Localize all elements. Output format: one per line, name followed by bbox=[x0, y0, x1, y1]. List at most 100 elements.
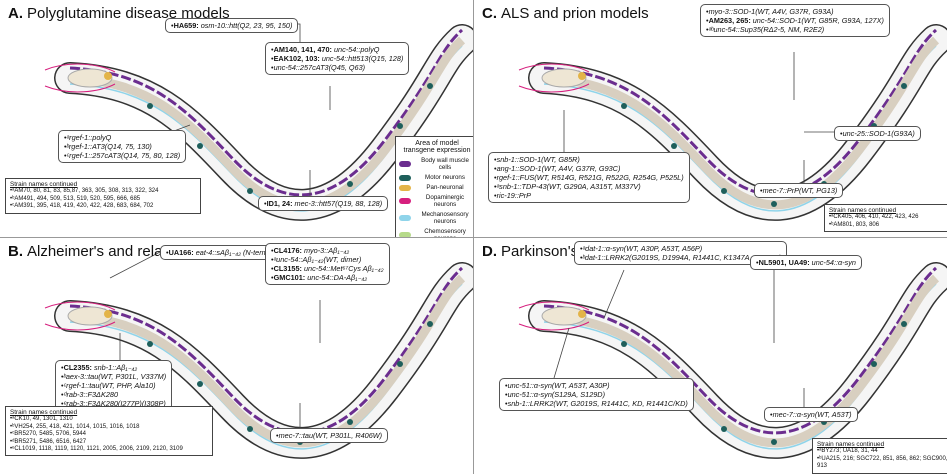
construct: ᵃrgef-1::polyQ bbox=[66, 133, 112, 142]
panel-title: C. ALS and prion models bbox=[482, 5, 649, 22]
model-label: ᵃdat-1::α-syn(WT, A30P, A53T, A56P)ᵇdat-… bbox=[574, 241, 788, 265]
strain-name: AM140, 141, 470: bbox=[273, 45, 332, 54]
legend-item: Body wall muscle cells bbox=[399, 157, 473, 171]
strain-name: GMC101: bbox=[273, 273, 306, 282]
model-label: mec-7::PrP(WT, PG13) bbox=[754, 183, 844, 198]
legend-title: Area of model transgene expression bbox=[403, 140, 471, 154]
model-label: ᵃrgef-1::polyQᵇrgef-1::AT3(Q14, 75, 130)… bbox=[58, 130, 187, 163]
panel: B.Alzheimer's and related tauopathy mode… bbox=[0, 238, 473, 475]
construct: ang-1::SOD-1(WT, A4V, G37R, G93C) bbox=[496, 164, 621, 173]
model-line: AM263, 265:unc-54::SOD-1(WT, G85R, G93A,… bbox=[706, 16, 884, 25]
motor-neuron bbox=[247, 426, 253, 432]
strain-line: ᵉCL1019, 1118, 1119, 1120, 1121, 2005, 2… bbox=[10, 446, 208, 453]
model-label: unc-25::SOD-1(G93A) bbox=[834, 126, 921, 141]
construct: ᵉrab-3::F3ΔK280(I277P)(I308P) bbox=[63, 399, 166, 408]
ring bbox=[578, 310, 586, 318]
model-line: AM140, 141, 470:unc-54::polyQ bbox=[271, 45, 403, 54]
muscle bbox=[69, 28, 464, 197]
legend-swatch bbox=[399, 161, 411, 167]
panel-letter: D. bbox=[482, 243, 497, 260]
legend-swatch bbox=[399, 184, 411, 191]
strain-name: CL4176: bbox=[273, 246, 302, 255]
construct: ᵃsnb-1::TDP-43(WT, G290A, A315T, M337V) bbox=[496, 182, 641, 191]
strain-name: HA659: bbox=[173, 21, 199, 30]
panel-letter: C. bbox=[482, 5, 497, 22]
pharynx bbox=[541, 68, 587, 88]
strain-line: ᵃCK10, 49, 1301, 1310 bbox=[10, 416, 208, 423]
construct: unc-51::α-syn(S129A, S129D) bbox=[507, 390, 606, 399]
panel: A.Polyglutamine disease modelsHA659:osm-… bbox=[0, 0, 473, 237]
legend-item: Dopaminergic neurons bbox=[399, 194, 473, 208]
strain-line: ᶜAM391, 395, 418, 419, 420, 422, 428, 68… bbox=[10, 203, 196, 210]
construct: ᵈrab-3::F3ΔK280 bbox=[63, 390, 118, 399]
motor-neuron bbox=[671, 143, 677, 149]
model-line: ᶜrgef-1::tau(WT, PHP, Ala10) bbox=[61, 381, 166, 390]
model-line: ᶜrgef-1::257cAT3(Q14, 75, 80, 128) bbox=[64, 151, 181, 160]
motor-neuron bbox=[347, 181, 353, 187]
panel-title-text: Polyglutamine disease models bbox=[27, 5, 230, 22]
model-label: AM140, 141, 470:unc-54::polyQEAK102, 103… bbox=[265, 42, 410, 75]
strain-line: ᵃBY273; UA18, 31, 44 bbox=[817, 448, 947, 455]
model-line: mec-7::PrP(WT, PG13) bbox=[760, 186, 838, 195]
model-line: ᵇaex-3::tau(WT, P301L, V337M) bbox=[61, 372, 167, 381]
legend-label: Mechanosensory neurons bbox=[421, 211, 469, 225]
panel: C.ALS and prion models myo-3::SOD-1(WT, A… bbox=[474, 0, 947, 237]
construct: mec-7::α-syn(WT, A53T) bbox=[772, 410, 852, 419]
strain-line: ᵃAM70, 80, 81, 83, 85,87, 363, 305, 308,… bbox=[10, 188, 196, 195]
construct: unc-54::SOD-1(WT, G85R, G93A, 127X) bbox=[752, 16, 884, 25]
construct: ᵇdat-1::LRRK2(G2019S, D1994A, R1441C, K1… bbox=[582, 253, 782, 262]
motor-neuron bbox=[427, 321, 433, 327]
construct: unc-54::α-syn bbox=[811, 258, 856, 267]
strain-box-title: Strain names continued bbox=[817, 441, 885, 448]
head-neurons bbox=[518, 63, 590, 93]
legend-label: Body wall muscle cells bbox=[421, 157, 469, 171]
leader-line bbox=[553, 327, 570, 379]
motor-neuron bbox=[871, 361, 877, 367]
model-line: ᵉrab-3::F3ΔK280(I277P)(I308P) bbox=[61, 399, 166, 408]
model-line: GMC101:unc-54::DA-Aβ₁₋₄₂ bbox=[271, 273, 384, 282]
legend-swatch bbox=[399, 215, 411, 221]
construct: unc-51::α-syn(WT, A53T, A30P) bbox=[507, 381, 610, 390]
motor-neuron bbox=[197, 381, 203, 387]
model-line: ᵃsnb-1::TDP-43(WT, G290A, A315T, M337V) bbox=[494, 182, 684, 191]
construct: ᵃᵇunc-54::Sup35(RΔ2-5, NM, R2E2) bbox=[708, 25, 825, 34]
head-neurons bbox=[44, 301, 116, 331]
model-line: unc-51::α-syn(WT, A53T, A30P) bbox=[505, 381, 688, 390]
construct: mec-7::tau(WT, P301L, R406W) bbox=[278, 431, 383, 440]
model-label: UA166:eat-4::sAβ₁₋₄₂ (N-term) bbox=[160, 245, 277, 260]
construct: myo-3::Aβ₁₋₄₂ bbox=[303, 246, 350, 255]
panel: D.Parkinson's disease modelsᵃdat-1::α-sy… bbox=[474, 238, 947, 475]
legend-label: Pan-neuronal bbox=[426, 184, 464, 191]
motor-neuron bbox=[621, 103, 627, 109]
motor-neuron bbox=[397, 123, 403, 129]
strain-box: Strain names continuedᵃCK10, 49, 1301, 1… bbox=[5, 406, 213, 457]
legend-label: Chemosensory neurons bbox=[424, 228, 466, 237]
strain-box: Strain names continuedᵃAM70, 80, 81, 83,… bbox=[5, 178, 201, 214]
model-label: ID1, 24:mec-3::htt57(Q19, 88, 128) bbox=[258, 196, 389, 211]
strain-box: Strain names continuedᵃBY273; UA18, 31, … bbox=[812, 438, 947, 474]
motor-neuron bbox=[147, 103, 153, 109]
construct: myo-3::SOD-1(WT, A4V, G37R, G93A) bbox=[708, 7, 834, 16]
legend-swatch bbox=[399, 232, 411, 237]
legend-label: Dopaminergic neurons bbox=[425, 194, 465, 208]
construct: ᶜrgef-1::257cAT3(Q14, 75, 80, 128) bbox=[66, 151, 181, 160]
model-line: HA659:osm-10::htt(Q2, 23, 95, 150) bbox=[171, 21, 293, 30]
model-line: ᵇdat-1::LRRK2(G2019S, D1994A, R1441C, K1… bbox=[580, 253, 782, 262]
strain-box-title: Strain names continued bbox=[829, 207, 897, 214]
panel-letter: B. bbox=[8, 243, 23, 260]
model-line: unc-54::257cAT3(Q45, Q63) bbox=[271, 63, 403, 72]
construct: unc-54::DA-Aβ₁₋₄₂ bbox=[307, 273, 368, 282]
strain-name: NL5901, UA49: bbox=[758, 258, 810, 267]
ring bbox=[578, 72, 586, 80]
model-label: HA659:osm-10::htt(Q2, 23, 95, 150) bbox=[165, 18, 299, 33]
legend-swatch bbox=[399, 198, 411, 204]
panel-title-text: ALS and prion models bbox=[501, 5, 649, 22]
model-line: ric-19::PrP bbox=[494, 191, 684, 200]
construct: eat-4::sAβ₁₋₄₂ (N-term) bbox=[195, 248, 271, 257]
model-line: ᵈrab-3::F3ΔK280 bbox=[61, 390, 166, 399]
motor-neuron bbox=[397, 361, 403, 367]
motor-neuron bbox=[721, 188, 727, 194]
model-label: myo-3::SOD-1(WT, A4V, G37R, G93A)AM263, … bbox=[700, 4, 890, 37]
